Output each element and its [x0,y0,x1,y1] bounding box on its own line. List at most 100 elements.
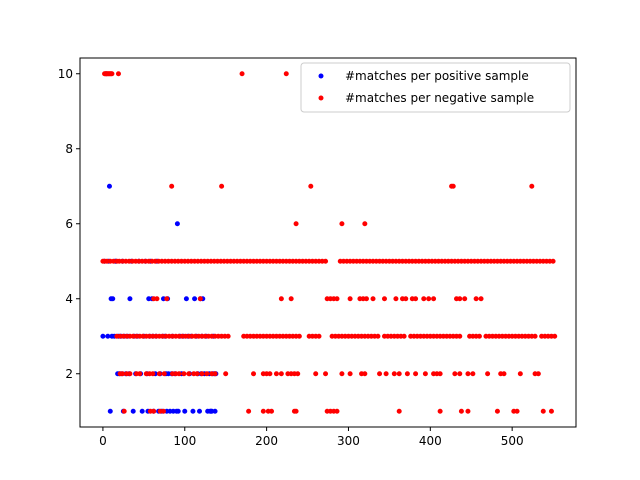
data-point-negative [120,371,126,377]
data-point-negative [391,371,397,377]
data-point-negative [514,408,520,414]
data-point-negative [362,221,368,227]
data-point-negative [212,371,218,377]
axes-frame [79,57,577,428]
data-point-negative [308,183,314,189]
data-point-negative [457,296,463,302]
data-point-negative [473,296,479,302]
data-point-negative [278,296,284,302]
data-point-positive [197,408,202,414]
data-point-positive [139,408,145,414]
data-point-negative [485,371,491,377]
data-point-negative [478,296,484,302]
data-point-negative [437,371,443,377]
data-point-negative [186,371,192,377]
data-point-negative [532,333,538,339]
y-axis: 2 4 6 8 10 [58,67,80,381]
data-point-negative [313,371,319,377]
data-point-negative [401,333,407,339]
points-layer [100,71,558,414]
data-point-negative [550,258,556,264]
data-point-negative [239,71,245,77]
data-point-positive [212,408,218,414]
data-point-negative [535,371,541,377]
data-point-positive [100,333,106,339]
y-tick-label: 2 [65,367,73,381]
data-point-negative [377,371,383,377]
data-point-negative [260,408,266,414]
data-point-negative [194,371,200,377]
data-point-negative [465,371,471,377]
data-point-negative [470,371,476,377]
data-point-negative [370,296,376,302]
data-point-negative [293,408,299,414]
data-point-negative [462,296,468,302]
data-point-negative [225,333,231,339]
data-point-negative [403,296,409,302]
data-point-positive [106,183,112,189]
data-point-negative [246,408,252,414]
data-point-positive [190,408,196,414]
data-point-negative [181,371,187,377]
data-point-negative [476,333,482,339]
data-point-negative [362,371,368,377]
data-point-negative [323,258,329,264]
data-point-negative [219,183,225,189]
data-point-negative [161,371,167,377]
data-point-negative [176,371,182,377]
data-point-negative [164,296,170,302]
data-point-negative [457,333,463,339]
x-tick-label: 400 [419,434,442,448]
data-point-negative [295,371,301,377]
x-tick-label: 200 [255,434,278,448]
data-point-negative [273,371,279,377]
x-tick-label: 300 [337,434,360,448]
data-point-negative [381,296,387,302]
data-point-negative [115,71,121,77]
x-tick-label: 0 [99,434,107,448]
y-tick-label: 8 [65,142,73,156]
data-point-negative [154,296,160,302]
data-point-negative [269,408,275,414]
data-point-positive [107,408,113,414]
data-point-negative [127,371,133,377]
data-point-positive [182,408,188,414]
data-point-negative [540,408,546,414]
y-tick-label: 10 [58,67,73,81]
legend-box [300,62,571,113]
data-point-negative [422,371,428,377]
y-tick-label: 4 [65,292,73,306]
data-point-negative [396,371,402,377]
data-point-negative [197,296,203,302]
data-point-negative [339,371,345,377]
data-point-negative [283,71,289,77]
data-point-negative [347,371,353,377]
data-point-negative [552,333,558,339]
data-point-positive [130,408,136,414]
data-point-negative [278,371,284,377]
legend-marker-positive [318,73,324,79]
legend-label-positive: #matches per positive sample [345,69,529,83]
data-point-negative [396,408,402,414]
data-point-negative [151,408,157,414]
data-point-negative [334,296,340,302]
data-point-positive [110,296,116,302]
data-point-negative [323,371,329,377]
data-point-negative [363,296,369,302]
data-point-negative [109,71,115,77]
data-point-negative [334,408,340,414]
data-point-negative [169,183,175,189]
data-point-negative [251,371,257,377]
y-tick-label: 6 [65,217,73,231]
data-point-negative [293,221,299,227]
data-point-negative [517,371,523,377]
legend-marker-negative [318,95,324,101]
data-point-negative [316,333,322,339]
data-point-negative [204,371,210,377]
x-axis: 0 100 200 300 400 500 [99,427,524,448]
data-point-negative [156,371,162,377]
data-point-positive [192,296,198,302]
data-point-negative [426,296,432,302]
data-point-negative [137,371,143,377]
